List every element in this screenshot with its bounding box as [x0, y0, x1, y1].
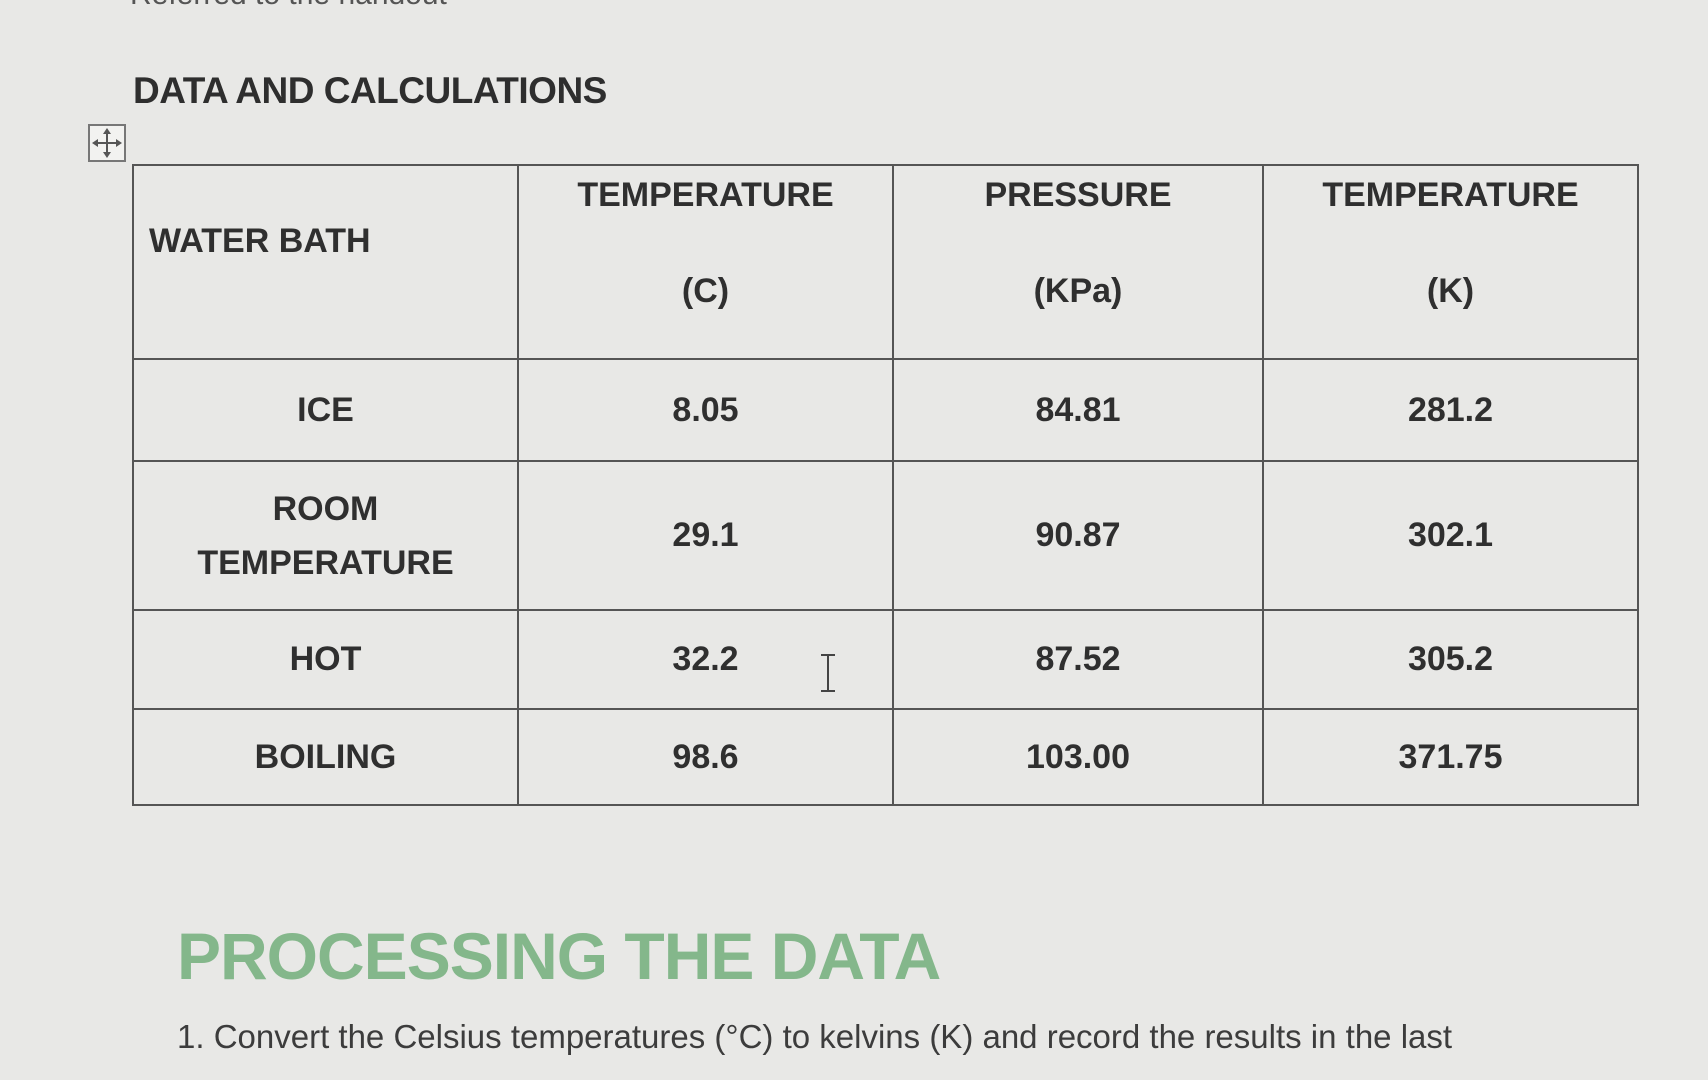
cell-pressure[interactable]: 84.81: [892, 358, 1264, 462]
data-table: WATER BATH TEMPERATURE (C) PRESSURE (KPa…: [132, 164, 1639, 806]
cell-temperature-k[interactable]: 371.75: [1262, 708, 1639, 806]
cell-temperature-c[interactable]: 29.1: [517, 460, 894, 611]
header-unit: (KPa): [1033, 272, 1123, 310]
cell-temperature-c[interactable]: 8.05: [517, 358, 894, 462]
header-label: WATER BATH: [149, 222, 371, 260]
section-title: DATA AND CALCULATIONS: [133, 70, 607, 111]
cell-text-line: ROOM: [272, 489, 379, 528]
header-label: TEMPERATURE: [577, 176, 834, 214]
header-unit: (C): [681, 272, 730, 310]
table-header-row: WATER BATH TEMPERATURE (C) PRESSURE (KPa…: [132, 164, 1639, 360]
header-label: TEMPERATURE: [1322, 176, 1579, 214]
cell-water-bath[interactable]: HOT: [132, 609, 519, 710]
cell-temperature-c[interactable]: 98.6: [517, 708, 894, 806]
move-arrows-icon[interactable]: [88, 124, 126, 162]
cell-water-bath[interactable]: ICE: [132, 358, 519, 462]
processing-title: PROCESSING THE DATA: [177, 919, 941, 993]
cell-water-bath[interactable]: BOILING: [132, 708, 519, 806]
header-unit: (K): [1426, 272, 1475, 310]
cell-temperature-k[interactable]: 302.1: [1262, 460, 1639, 611]
table-row: ROOM TEMPERATURE 29.1 90.87 302.1: [132, 460, 1639, 611]
cell-text-line: TEMPERATURE: [197, 543, 454, 582]
cell-water-bath[interactable]: ROOM TEMPERATURE: [132, 460, 519, 611]
header-cell-water-bath[interactable]: WATER BATH: [132, 164, 519, 360]
table-row: BOILING 98.6 103.00 371.75: [132, 708, 1639, 806]
text-cursor-icon: [817, 652, 839, 694]
header-cell-pressure[interactable]: PRESSURE (KPa): [892, 164, 1264, 360]
cell-pressure[interactable]: 90.87: [892, 460, 1264, 611]
cell-pressure[interactable]: 103.00: [892, 708, 1264, 806]
cell-temperature-c[interactable]: 32.2: [517, 609, 894, 710]
cell-temperature-k[interactable]: 305.2: [1262, 609, 1639, 710]
instruction-text: 1. Convert the Celsius temperatures (°C)…: [177, 1018, 1453, 1055]
previous-line-text: Referred to the handout: [130, 0, 447, 12]
cell-temperature-k[interactable]: 281.2: [1262, 358, 1639, 462]
header-cell-temperature-k[interactable]: TEMPERATURE (K): [1262, 164, 1639, 360]
cell-pressure[interactable]: 87.52: [892, 609, 1264, 710]
header-cell-temperature-c[interactable]: TEMPERATURE (C): [517, 164, 894, 360]
table-row: ICE 8.05 84.81 281.2: [132, 358, 1639, 462]
header-label: PRESSURE: [984, 176, 1172, 214]
table-row: HOT 32.2 87.52 305.2: [132, 609, 1639, 710]
